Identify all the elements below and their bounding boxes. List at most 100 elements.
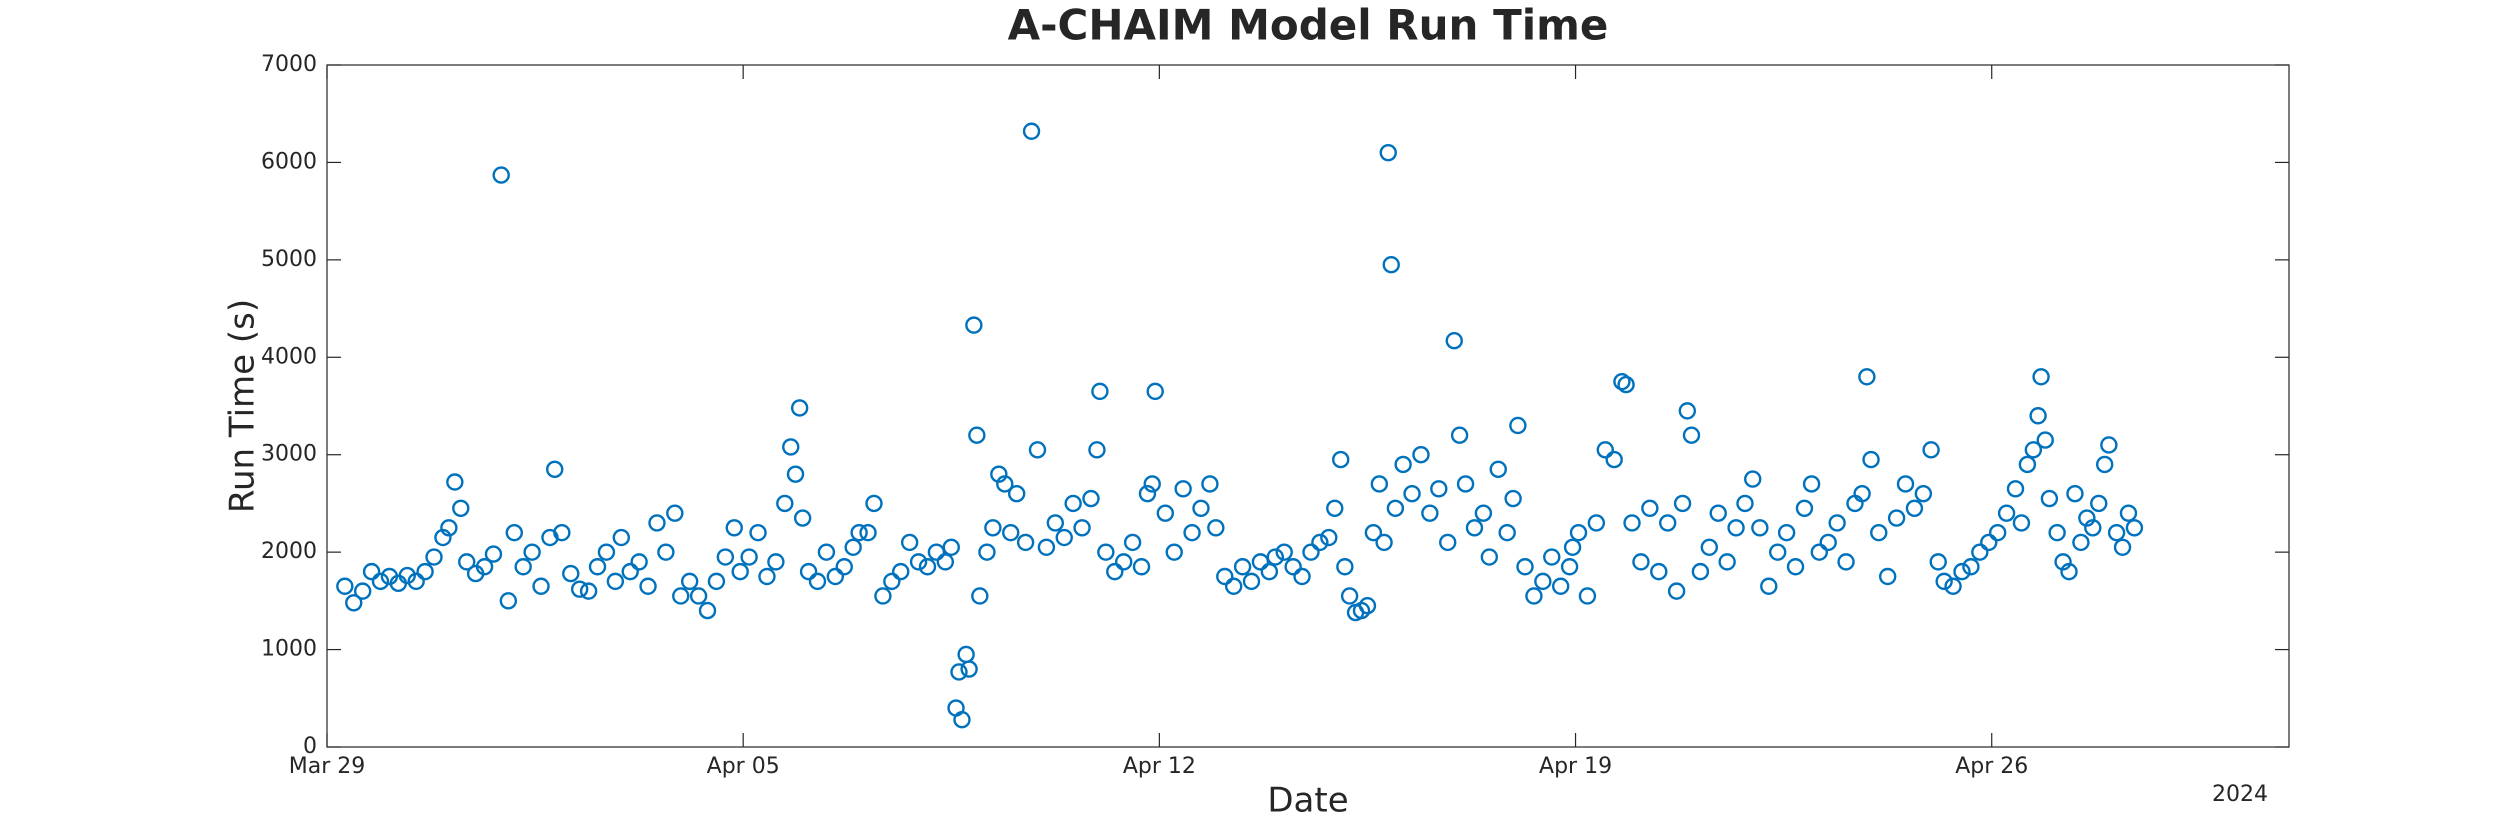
data-point [597, 543, 616, 561]
data-point [446, 473, 464, 491]
data-point [859, 523, 877, 542]
data-point [850, 523, 868, 542]
data-point [1870, 523, 1888, 542]
data-point [918, 558, 937, 576]
data-point [639, 577, 657, 595]
data-point [416, 562, 434, 581]
data-point [1375, 533, 1393, 552]
data-point [1336, 558, 1354, 576]
data-point [1516, 558, 1534, 576]
data-point [1106, 562, 1124, 581]
x-tick-label: Apr 19 [1539, 754, 1612, 779]
data-point [680, 572, 699, 591]
y-tick-label: 5000 [261, 247, 317, 272]
data-point [1007, 484, 1026, 503]
data-point [579, 582, 598, 600]
data-point [1132, 558, 1151, 576]
data-point [782, 438, 800, 456]
data-point [1028, 441, 1047, 459]
data-point [1450, 426, 1469, 444]
x-axis-note: 2024 [2212, 782, 2268, 807]
y-tick-label: 1000 [261, 637, 317, 662]
data-point [1022, 122, 1041, 140]
data-point [2107, 523, 2126, 542]
y-tick-label: 2000 [261, 539, 317, 564]
data-point [630, 553, 648, 571]
data-point [1905, 499, 1924, 517]
data-point [1997, 504, 2016, 522]
data-point [1819, 533, 1837, 552]
data-point [523, 543, 541, 561]
data-point [452, 499, 470, 517]
data-point [1560, 558, 1579, 576]
data-point [1379, 143, 1397, 162]
data-point [786, 465, 805, 483]
x-tick-label: Apr 05 [707, 754, 780, 779]
data-point [1534, 572, 1552, 591]
x-tick-label: Apr 26 [1955, 754, 2028, 779]
data-point [740, 548, 758, 566]
data-point [621, 562, 639, 581]
axes-box [326, 64, 2290, 748]
data-point [1691, 562, 1710, 581]
data-point [2125, 519, 2144, 537]
data-point [1858, 368, 1876, 386]
data-point [1114, 553, 1133, 571]
data-point [1596, 441, 1614, 459]
data-point [1474, 504, 1493, 522]
data-point [425, 548, 443, 566]
data-point [1073, 519, 1091, 537]
data-point [1613, 372, 1631, 391]
data-point [1853, 484, 1871, 503]
data-point [1802, 475, 1821, 493]
data-point [689, 587, 708, 605]
data-point [1320, 528, 1338, 547]
data-point [2024, 441, 2043, 459]
data-point [440, 519, 458, 537]
data-point [1201, 475, 1219, 493]
y-tick-label: 6000 [261, 149, 317, 174]
data-point [874, 587, 892, 605]
data-point [1489, 460, 1507, 479]
data-point [2060, 562, 2078, 581]
data-point [2072, 533, 2090, 552]
data-point [1862, 450, 1880, 469]
data-point [1183, 523, 1201, 542]
data-point [900, 533, 919, 552]
data-point [1421, 504, 1439, 522]
data-point [458, 553, 476, 571]
data-point [865, 494, 883, 513]
data-point [672, 587, 690, 605]
data-point [1403, 484, 1421, 503]
data-point [927, 543, 946, 561]
data-point [1364, 523, 1383, 542]
data-point [1143, 475, 1161, 493]
data-point [1988, 523, 2007, 542]
data-point [2032, 368, 2050, 386]
data-point [1896, 475, 1915, 493]
data-point [1509, 416, 1527, 435]
data-point [1456, 475, 1475, 493]
data-point [1002, 523, 1020, 542]
data-point [2040, 489, 2059, 508]
data-point [407, 572, 425, 591]
data-point [1935, 572, 1953, 591]
data-point [707, 572, 726, 591]
data-point [1465, 519, 1484, 537]
data-point [965, 316, 983, 334]
data-point [1810, 543, 1829, 561]
data-point [1623, 514, 1641, 532]
data-point [1786, 558, 1805, 576]
data-point [2100, 436, 2118, 454]
data-point [1082, 489, 1100, 508]
data-point [1650, 562, 1668, 581]
data-point [1980, 533, 1998, 552]
data-point [1439, 533, 1457, 552]
data-point [1412, 446, 1430, 464]
data-point [835, 558, 853, 576]
data-point [1837, 553, 1855, 571]
data-point [1358, 597, 1377, 615]
chart-title: A-CHAIM Model Run Time [1008, 1, 1609, 50]
data-point [2036, 431, 2054, 449]
